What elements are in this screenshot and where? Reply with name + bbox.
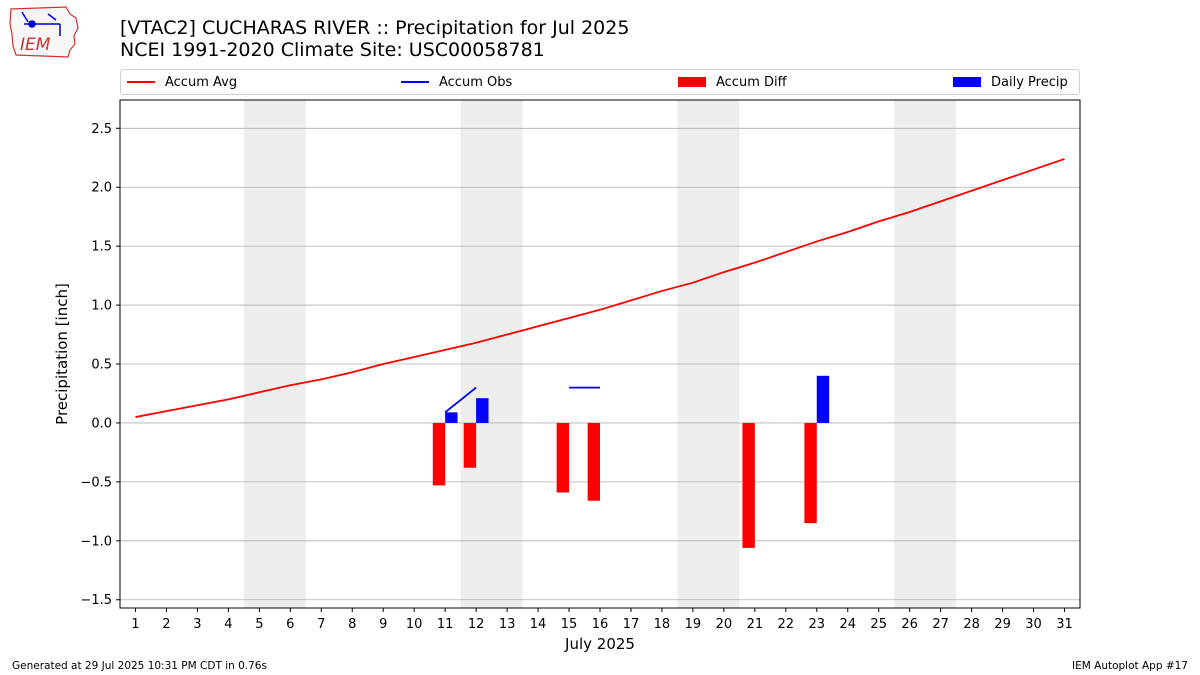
y-tick-label-5: 1.0 [91,299,112,314]
legend-label-accum-obs: Accum Obs [439,74,513,90]
x-tick-label-12: 12 [468,617,485,632]
legend-label-accum-avg: Accum Avg [165,74,238,90]
legend-swatch-accum-diff [678,77,706,87]
accum-diff-bar-day-23 [804,422,817,524]
daily-precip-bar-day-23 [816,375,830,423]
x-tick-label-21: 21 [747,617,764,632]
x-tick-label-1: 1 [131,617,139,632]
x-tick-label-27: 27 [932,617,949,632]
x-tick-label-28: 28 [963,617,980,632]
x-tick-label-11: 11 [437,617,454,632]
chart-legend: Accum Avg Accum Obs Accum Diff Daily Pre… [120,69,1080,95]
x-tick-label-26: 26 [901,617,918,632]
y-tick-label-3: 0.0 [91,416,112,431]
x-tick-label-19: 19 [685,617,702,632]
x-tick-label-24: 24 [839,617,856,632]
weekend-shade-1 [243,100,306,608]
legend-item-accum-avg: Accum Avg [127,70,237,94]
daily-precip-bar-day-11 [445,412,458,423]
x-tick-label-10: 10 [406,617,423,632]
iem-logo: IEM [9,6,79,58]
accum-diff-bar-day-21 [742,422,755,548]
x-tick-label-22: 22 [778,617,795,632]
accum-diff-bar-day-11 [432,422,446,486]
legend-item-accum-obs: Accum Obs [401,70,512,94]
y-tick-label-8: 2.5 [91,122,112,137]
x-tick-label-25: 25 [870,617,887,632]
legend-swatch-accum-avg [127,81,155,83]
x-tick-label-31: 31 [1056,617,1073,632]
x-tick-label-29: 29 [994,617,1011,632]
weekend-shade-4 [894,100,957,608]
footer-generated: Generated at 29 Jul 2025 10:31 PM CDT in… [12,660,267,672]
weekend-shade-2 [460,100,523,608]
x-tick-label-17: 17 [623,617,640,632]
accum-diff-bar-day-12 [463,422,477,468]
legend-swatch-accum-obs [401,81,429,83]
legend-item-daily-precip: Daily Precip [953,70,1068,94]
x-tick-label-18: 18 [654,617,671,632]
legend-label-daily-precip: Daily Precip [991,74,1068,90]
weekend-shade-3 [677,100,740,608]
x-tick-label-16: 16 [592,617,609,632]
x-tick-label-3: 3 [193,617,201,632]
accum-obs-line-1 [444,386,477,414]
x-tick-label-15: 15 [561,617,578,632]
y-tick-label-1: −1.0 [80,534,112,549]
footer-app: IEM Autoplot App #17 [1072,660,1188,672]
x-tick-label-13: 13 [499,617,516,632]
y-tick-label-2: −0.5 [80,475,112,490]
x-tick-label-6: 6 [286,617,294,632]
x-tick-label-20: 20 [716,617,733,632]
x-tick-label-2: 2 [162,617,170,632]
weather-instruments-icon [21,11,61,36]
legend-label-accum-diff: Accum Diff [716,74,787,90]
logo-text: IEM [20,35,51,55]
daily-precip-bar-day-12 [476,398,489,423]
accum-diff-bar-day-16 [587,422,600,501]
x-tick-label-8: 8 [348,617,356,632]
accum-diff-bar-day-15 [556,422,570,493]
y-tick-label-0: −1.5 [80,593,112,608]
x-tick-label-14: 14 [530,617,547,632]
chart-title: [VTAC2] CUCHARAS RIVER :: Precipitation … [120,17,630,39]
x-tick-label-4: 4 [224,617,232,632]
chart-subtitle: NCEI 1991-2020 Climate Site: USC00058781 [120,39,545,61]
x-tick-label-9: 9 [379,617,387,632]
x-tick-label-5: 5 [255,617,263,632]
legend-swatch-daily-precip [953,77,981,87]
y-axis-label: Precipitation [inch] [53,283,71,425]
legend-item-accum-diff: Accum Diff [678,70,787,94]
y-tick-label-4: 0.5 [91,358,112,373]
x-axis-label: July 2025 [564,635,635,653]
y-tick-label-7: 2.0 [91,181,112,196]
x-tick-label-30: 30 [1025,617,1042,632]
x-tick-label-7: 7 [317,617,325,632]
y-tick-label-6: 1.5 [91,240,112,255]
x-tick-label-23: 23 [809,617,826,632]
